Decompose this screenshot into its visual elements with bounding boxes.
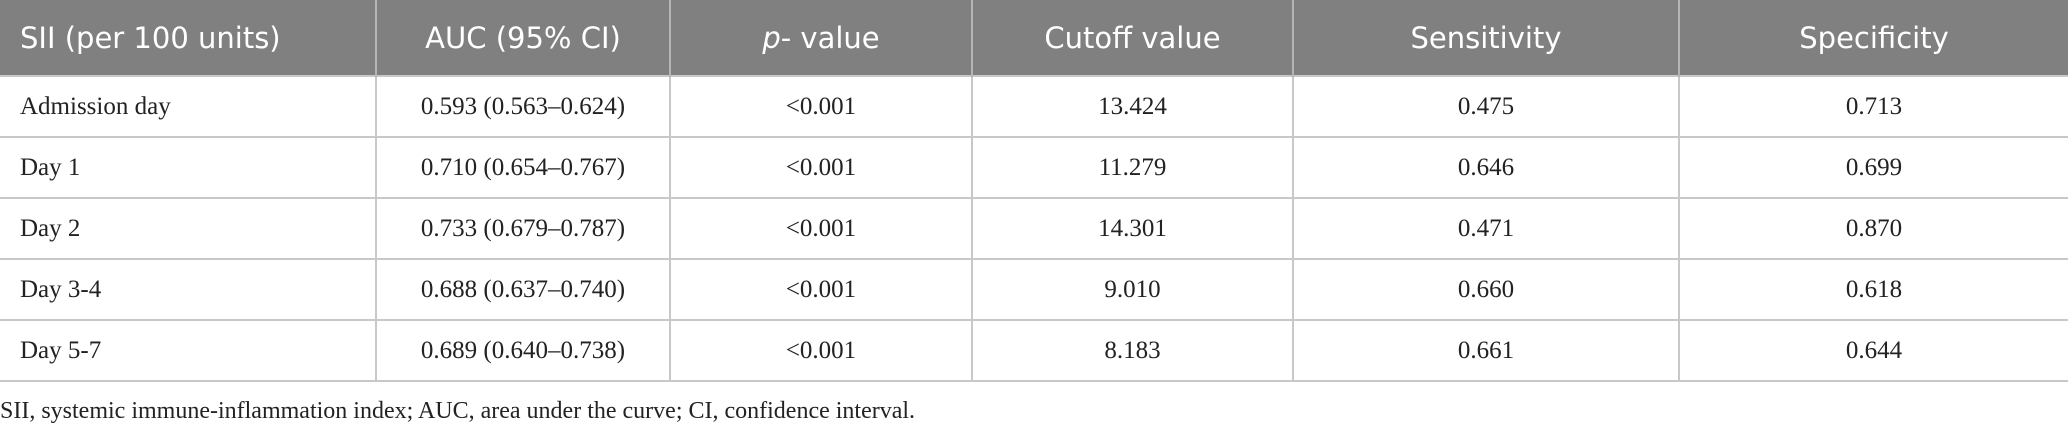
table-cell: <0.001 [669,319,973,382]
table-cell: Day 1 [0,136,377,199]
table-cell: 8.183 [971,319,1294,382]
header-italic: p [762,20,781,55]
table-cell: 0.710 (0.654–0.767) [375,136,671,199]
table-cell: 0.618 [1678,258,2068,321]
table-cell: Day 3-4 [0,258,377,321]
column-header: Cutoff value [972,0,1294,76]
header-row: SII (per 100 units) AUC (95% CI) p- value C… [0,0,2068,76]
table-cell: 0.646 [1292,136,1680,199]
table-cell: <0.001 [669,258,973,321]
table-row: Day 3-4 0.688 (0.637–0.740) <0.001 9.010 0.6… [0,258,2068,321]
table-cell: 0.471 [1292,197,1680,260]
table-cell: 11.279 [971,136,1294,199]
table-cell: <0.001 [669,75,973,138]
table-row: Day 5-7 0.689 (0.640–0.738) <0.001 8.183 0.6… [0,319,2068,382]
table-cell: 0.660 [1292,258,1680,321]
table-cell: <0.001 [669,197,973,260]
table-cell: 0.661 [1292,319,1680,382]
table-row: Day 2 0.733 (0.679–0.787) <0.001 14.301 0.47… [0,197,2068,260]
table-cell: 0.688 (0.637–0.740) [375,258,671,321]
table-cell: Day 2 [0,197,377,260]
table-cell: 0.733 (0.679–0.787) [375,197,671,260]
table-cell: <0.001 [669,136,973,199]
table-cell: 0.475 [1292,75,1680,138]
table-cell: Day 5-7 [0,319,377,382]
table-cell: 0.593 (0.563–0.624) [375,75,671,138]
table-cell: 14.301 [971,197,1294,260]
table-cell: Admission day [0,75,377,138]
table-cell: 13.424 [971,75,1294,138]
column-header: Sensitivity [1293,0,1680,76]
column-header: p- value [670,0,973,76]
results-table: SII (per 100 units) AUC (95% CI) p- value C… [0,0,2068,382]
table-cell: 0.870 [1678,197,2068,260]
table-cell: 9.010 [971,258,1294,321]
table-cell: 0.713 [1678,75,2068,138]
column-header: SII (per 100 units) [0,0,377,76]
footnote: SII, systemic immune-inflammation index;… [0,398,916,424]
column-header: Specificity [1679,0,2068,76]
table-cell: 0.644 [1678,319,2068,382]
table-row: Day 1 0.710 (0.654–0.767) <0.001 11.279 0.64… [0,136,2068,199]
table-cell: 0.699 [1678,136,2068,199]
table-row: Admission day 0.593 (0.563–0.624) <0.001 13… [0,75,2068,138]
header-text: - value [780,20,880,55]
table-cell: 0.689 (0.640–0.738) [375,319,671,382]
table-body: Admission day 0.593 (0.563–0.624) <0.001 13… [0,75,2068,382]
column-header: AUC (95% CI) [376,0,671,76]
